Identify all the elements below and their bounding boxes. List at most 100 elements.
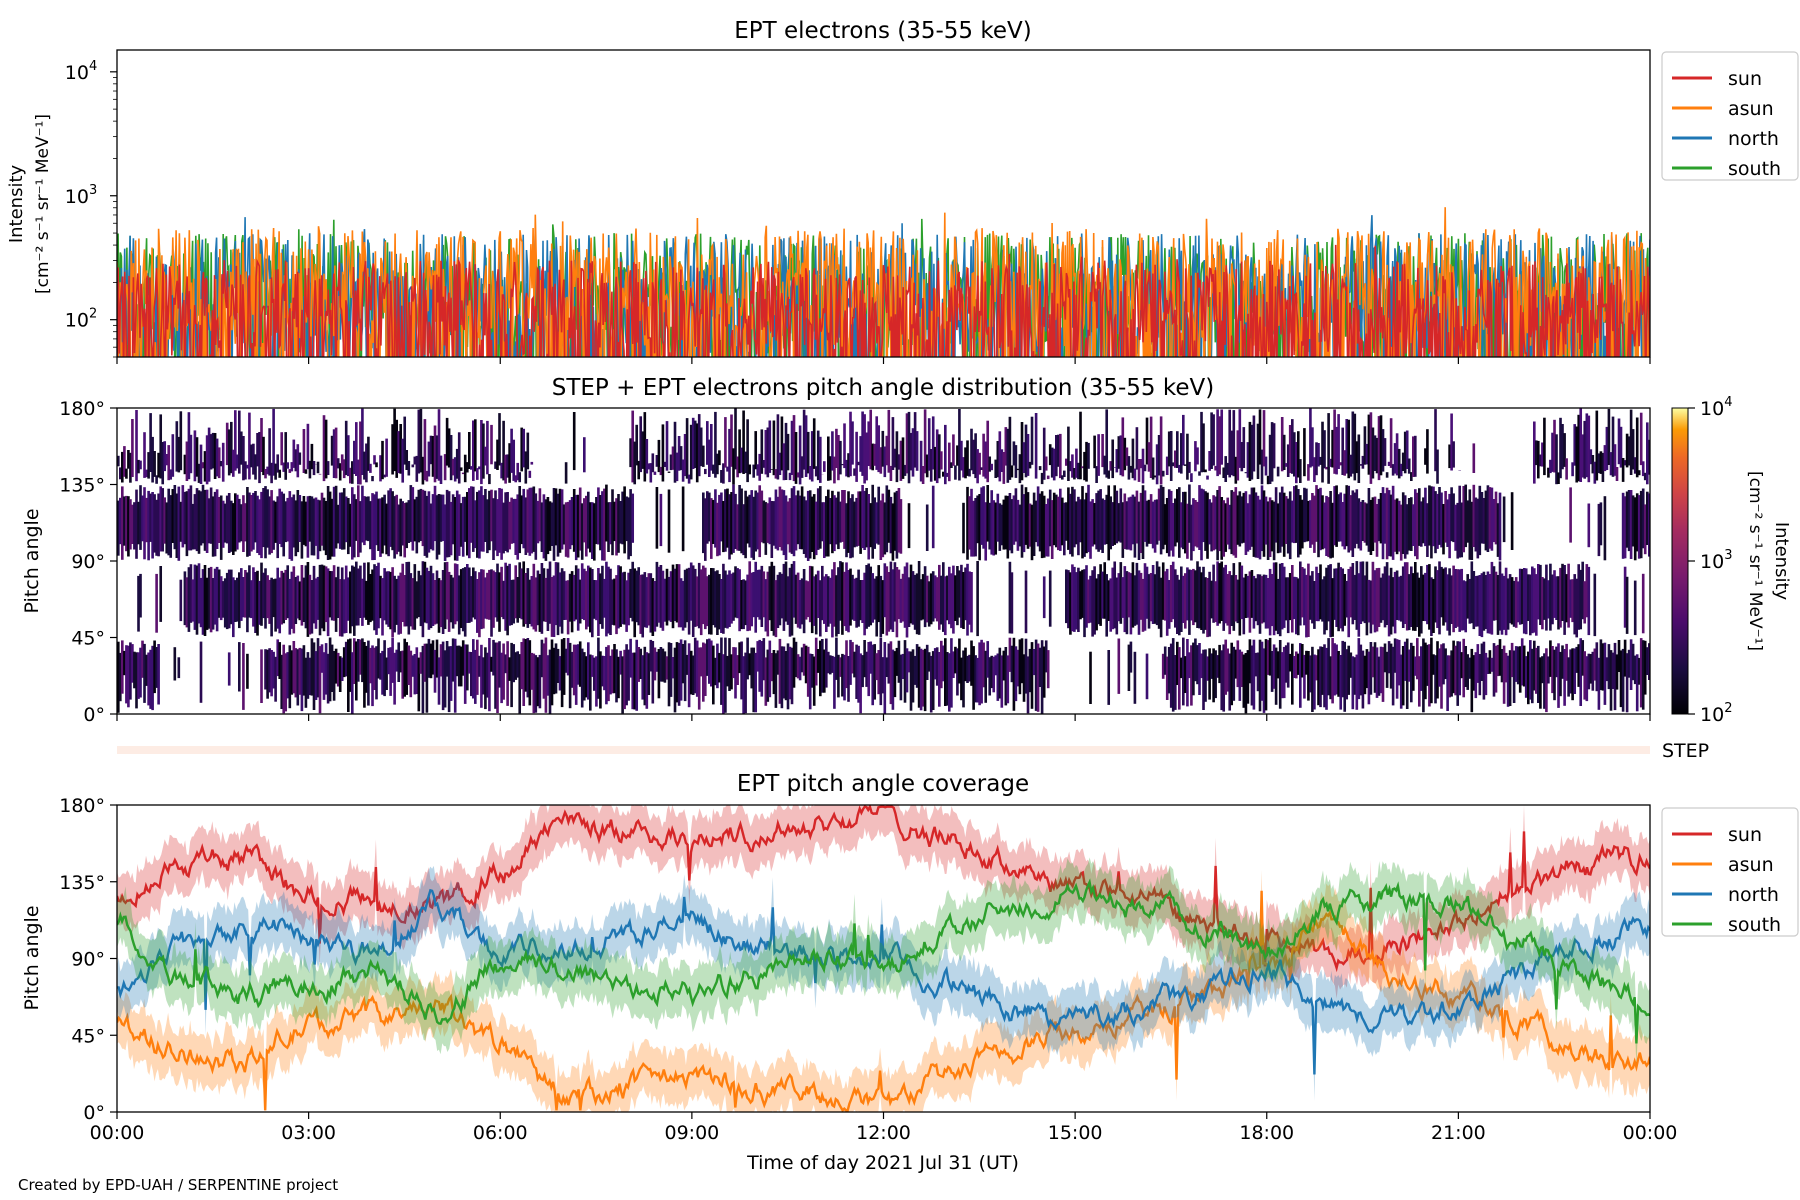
- heat-cell: [1414, 562, 1417, 631]
- heat-cell: [752, 464, 756, 478]
- heat-cell: [580, 503, 584, 560]
- heat-cell: [441, 641, 445, 711]
- heat-cell: [1615, 467, 1619, 481]
- heat-cell: [1438, 487, 1441, 545]
- heat-cell: [1210, 580, 1213, 619]
- heat-cell: [1202, 649, 1205, 710]
- heat-cell: [1174, 655, 1177, 710]
- heat-cell: [1129, 573, 1133, 635]
- heat-cell: [829, 456, 832, 481]
- heat-cell: [1323, 576, 1326, 635]
- heat-cell: [504, 654, 507, 674]
- heat-cell: [496, 439, 499, 470]
- heat-cell: [1046, 650, 1050, 689]
- heat-cell: [885, 566, 889, 636]
- heat-cell: [675, 452, 679, 482]
- heat-cell: [1188, 461, 1191, 473]
- heat-cell: [187, 488, 191, 551]
- heat-cell: [776, 650, 780, 675]
- heat-cell: [1637, 470, 1641, 476]
- heat-cell: [266, 489, 269, 548]
- heat-cell: [1524, 656, 1528, 698]
- heat-cell: [633, 652, 637, 710]
- heat-cell: [901, 437, 905, 479]
- heat-cell: [1117, 436, 1121, 469]
- heat-cell: [1307, 500, 1310, 542]
- heat-cell: [859, 491, 862, 554]
- heat-cell: [1311, 427, 1314, 467]
- heat-cell: [508, 443, 511, 483]
- heat-cell: [230, 421, 233, 474]
- heat-cell: [197, 563, 201, 624]
- heat-cell: [732, 572, 735, 621]
- heat-cell: [702, 642, 705, 702]
- heat-cell: [1468, 578, 1472, 624]
- heat-cell: [470, 466, 473, 470]
- heat-cell: [1466, 574, 1470, 619]
- heat-cell: [1119, 562, 1123, 624]
- heat-cell: [1512, 580, 1516, 627]
- heat-cell: [899, 578, 903, 623]
- heat-cell: [633, 568, 637, 638]
- heat-cell: [542, 643, 546, 699]
- heat-cell: [909, 432, 913, 471]
- heat-cell: [1266, 475, 1270, 485]
- heat-cell: [129, 452, 132, 483]
- heat-cell: [669, 571, 673, 622]
- heat-cell: [413, 654, 417, 695]
- heat-cell: [887, 572, 891, 632]
- heat-cell: [1222, 500, 1226, 557]
- heat-cell: [288, 578, 292, 635]
- heat-cell: [409, 573, 413, 627]
- heat-cell: [812, 494, 816, 560]
- heat-cell: [1389, 418, 1393, 468]
- band-asun: [117, 870, 1650, 1112]
- heat-cell: [1169, 431, 1173, 481]
- heat-cell: [411, 655, 415, 677]
- heat-cell: [1284, 645, 1288, 683]
- heat-cell: [693, 637, 697, 694]
- heat-cell: [1145, 417, 1149, 465]
- heat-cell: [1099, 489, 1102, 550]
- heat-cell: [1593, 461, 1597, 484]
- heat-cell: [191, 503, 195, 550]
- heat-cell: [847, 491, 850, 553]
- heat-cell: [1422, 574, 1425, 621]
- legend-box: [1661, 51, 1799, 181]
- heat-cell: [1579, 569, 1583, 630]
- panel2-ylabel: Pitch angle: [21, 508, 43, 613]
- heat-cell: [1093, 435, 1096, 469]
- heat-cell: [1282, 434, 1286, 470]
- x-tick-label: 03:00: [281, 1122, 336, 1144]
- heat-cell: [1109, 496, 1113, 550]
- heat-cell: [528, 640, 532, 706]
- heat-cell: [524, 573, 528, 625]
- heat-cell: [1242, 654, 1246, 708]
- heat-cell: [1105, 574, 1109, 637]
- heat-cell: [746, 496, 749, 544]
- heat-cell: [548, 649, 552, 714]
- heat-cell: [1256, 495, 1260, 558]
- heat-cell: [931, 416, 935, 470]
- heat-cell: [439, 455, 443, 484]
- heat-cell: [1280, 563, 1284, 630]
- heat-cell: [1341, 502, 1345, 547]
- heat-cell: [784, 561, 788, 622]
- heat-cell: [1347, 419, 1351, 479]
- heat-cell: [974, 498, 977, 557]
- heat-cell: [913, 655, 917, 685]
- heat-cell: [1000, 449, 1004, 472]
- heat-cell: [1286, 642, 1290, 688]
- heat-cell: [786, 643, 790, 710]
- heat-cell: [260, 649, 263, 703]
- heat-cell: [439, 580, 443, 628]
- heat-cell: [1464, 646, 1468, 687]
- heat-cell: [697, 414, 701, 477]
- heat-cell: [484, 489, 487, 542]
- heat-cell: [944, 576, 947, 636]
- heat-cell: [615, 498, 618, 556]
- heat-cell: [1226, 497, 1230, 545]
- heat-cell: [1355, 441, 1359, 474]
- heat-cell: [1182, 414, 1185, 466]
- heat-cell: [1155, 499, 1159, 545]
